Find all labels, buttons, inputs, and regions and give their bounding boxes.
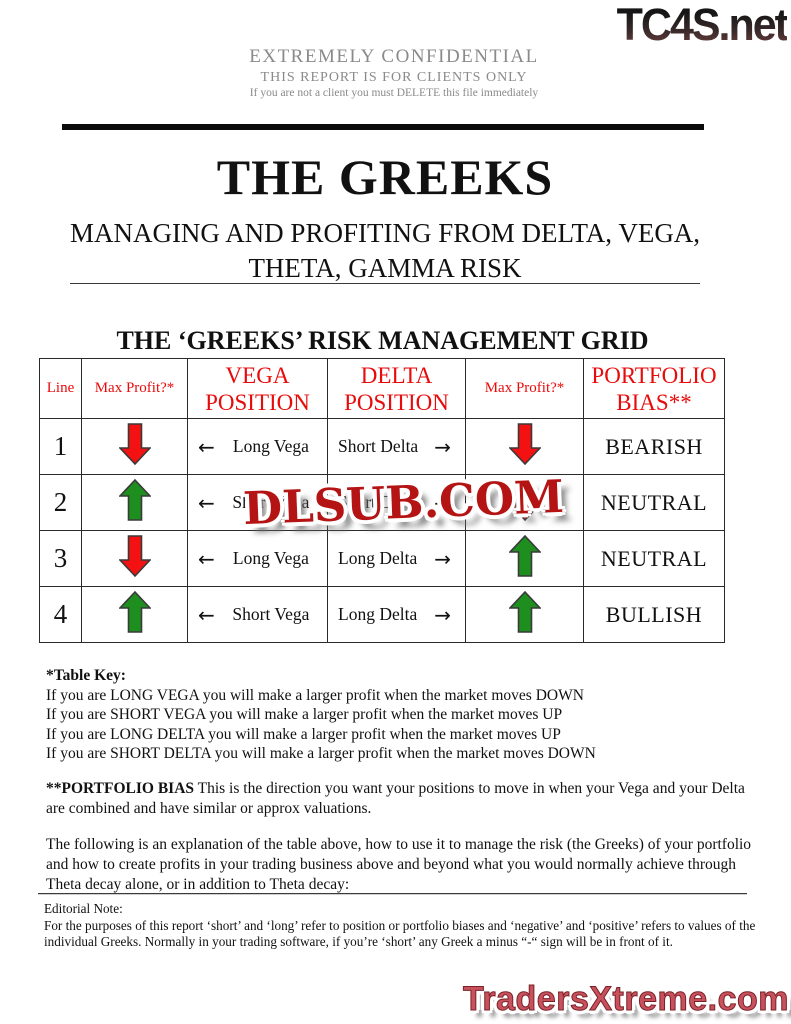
down-arrow-red-icon <box>118 535 151 577</box>
tc4s-logo: TC4S.net <box>616 0 789 51</box>
subtitle-line-2: THETA, GAMMA RISK <box>248 253 522 283</box>
header-max-profit-right: Max Profit?* <box>465 358 584 419</box>
footer-divider <box>38 893 747 895</box>
table-key-line: If you are SHORT VEGA you will make a la… <box>46 706 563 723</box>
right-arrow-icon: → <box>434 602 451 627</box>
portfolio-bias-value: NEUTRAL <box>583 530 725 587</box>
confidential-line-1: EXTREMELY CONFIDENTIAL <box>249 46 539 67</box>
explanation-paragraph: The following is an explanation of the t… <box>46 836 752 893</box>
grid-title: THE ‘GREEKS’ RISK MANAGEMENT GRID <box>116 326 649 355</box>
portfolio-bias-value: BULLISH <box>583 586 725 643</box>
header-delta-position: DELTA POSITION <box>327 358 466 419</box>
thin-divider <box>70 283 700 284</box>
left-arrow-icon: ← <box>198 602 215 627</box>
down-arrow-red-icon <box>118 423 151 465</box>
up-arrow-green-icon <box>118 591 151 633</box>
portfolio-bias-note: **PORTFOLIO BIAS This is the direction y… <box>46 779 746 819</box>
table-row: 4 ← Short Vega Long Delta → BULLISH <box>39 586 725 643</box>
up-arrow-green-icon <box>118 479 151 521</box>
left-arrow-icon: ← <box>198 546 215 571</box>
table-key: *Table Key: If you are LONG VEGA you wil… <box>46 666 756 764</box>
editorial-note: Editorial Note: For the purposes of this… <box>44 901 758 951</box>
confidential-line-3: If you are not a client you must DELETE … <box>249 87 539 99</box>
subtitle-line-1: MANAGING AND PROFITING FROM DELTA, VEGA, <box>69 218 701 248</box>
tradersxtreme-logo: TradersXtreme.com <box>463 980 790 1019</box>
line-number: 1 <box>39 418 82 475</box>
table-key-title: *Table Key: <box>46 667 126 684</box>
confidential-block: EXTREMELY CONFIDENTIAL THIS REPORT IS FO… <box>0 46 788 99</box>
page-title: THE GREEKS <box>216 149 554 205</box>
right-arrow-icon: → <box>434 490 451 515</box>
line-number: 4 <box>39 586 82 643</box>
header-max-profit-left: Max Profit?* <box>81 358 188 419</box>
table-key-line: If you are SHORT DELTA you will make a l… <box>46 745 596 762</box>
editorial-note-text: For the purposes of this report ‘short’ … <box>44 917 756 950</box>
table-key-line: If you are LONG VEGA you will make a lar… <box>46 686 584 704</box>
left-arrow-icon: ← <box>198 434 215 459</box>
line-number: 3 <box>39 530 82 587</box>
header-vega-position: VEGA POSITION <box>187 358 328 419</box>
vega-position-value: Long Vega <box>232 548 309 568</box>
header-portfolio-bias: PORTFOLIO BIAS** <box>583 358 725 419</box>
line-number: 2 <box>39 474 82 531</box>
portfolio-bias-note-text: This is the direction you want your posi… <box>46 780 745 817</box>
editorial-note-title: Editorial Note: <box>44 901 123 916</box>
table-key-line: If you are LONG DELTA you will make a la… <box>46 725 561 743</box>
down-arrow-red-icon <box>508 479 541 521</box>
header-line: Line <box>39 358 82 419</box>
portfolio-bias-value: NEUTRAL <box>583 474 725 531</box>
table-row: 3 ← Long Vega Long Delta → NEUTRAL <box>39 530 725 587</box>
left-arrow-icon: ← <box>198 490 215 515</box>
page-subtitle: MANAGING AND PROFITING FROM DELTA, VEGA,… <box>0 216 770 286</box>
delta-position-value: Long Delta <box>338 548 418 568</box>
delta-position-value: Long Delta <box>338 604 418 624</box>
portfolio-bias-note-bold: **PORTFOLIO BIAS <box>46 780 195 797</box>
delta-position-value: Short Delta <box>338 436 419 456</box>
vega-position-value: Short Vega <box>232 604 310 624</box>
portfolio-bias-value: BEARISH <box>583 418 725 475</box>
table-row: 1 ← Long Vega Short Delta → BEARISH <box>39 418 725 475</box>
right-arrow-icon: → <box>434 546 451 571</box>
delta-position-value: Short Delta <box>338 492 419 512</box>
risk-management-grid: Line Max Profit?* VEGA POSITION DELTA PO… <box>39 358 725 643</box>
up-arrow-green-icon <box>508 591 541 633</box>
confidential-line-2: THIS REPORT IS FOR CLIENTS ONLY <box>260 70 528 85</box>
table-row: 2 ← Short Vega Short Delta → NEUTRAL <box>39 474 725 531</box>
down-arrow-red-icon <box>508 423 541 465</box>
thick-divider <box>62 124 704 130</box>
vega-position-value: Short Vega <box>232 492 310 512</box>
up-arrow-green-icon <box>508 535 541 577</box>
right-arrow-icon: → <box>434 434 451 459</box>
grid-header-row: Line Max Profit?* VEGA POSITION DELTA PO… <box>39 358 725 419</box>
vega-position-value: Long Vega <box>232 436 309 456</box>
